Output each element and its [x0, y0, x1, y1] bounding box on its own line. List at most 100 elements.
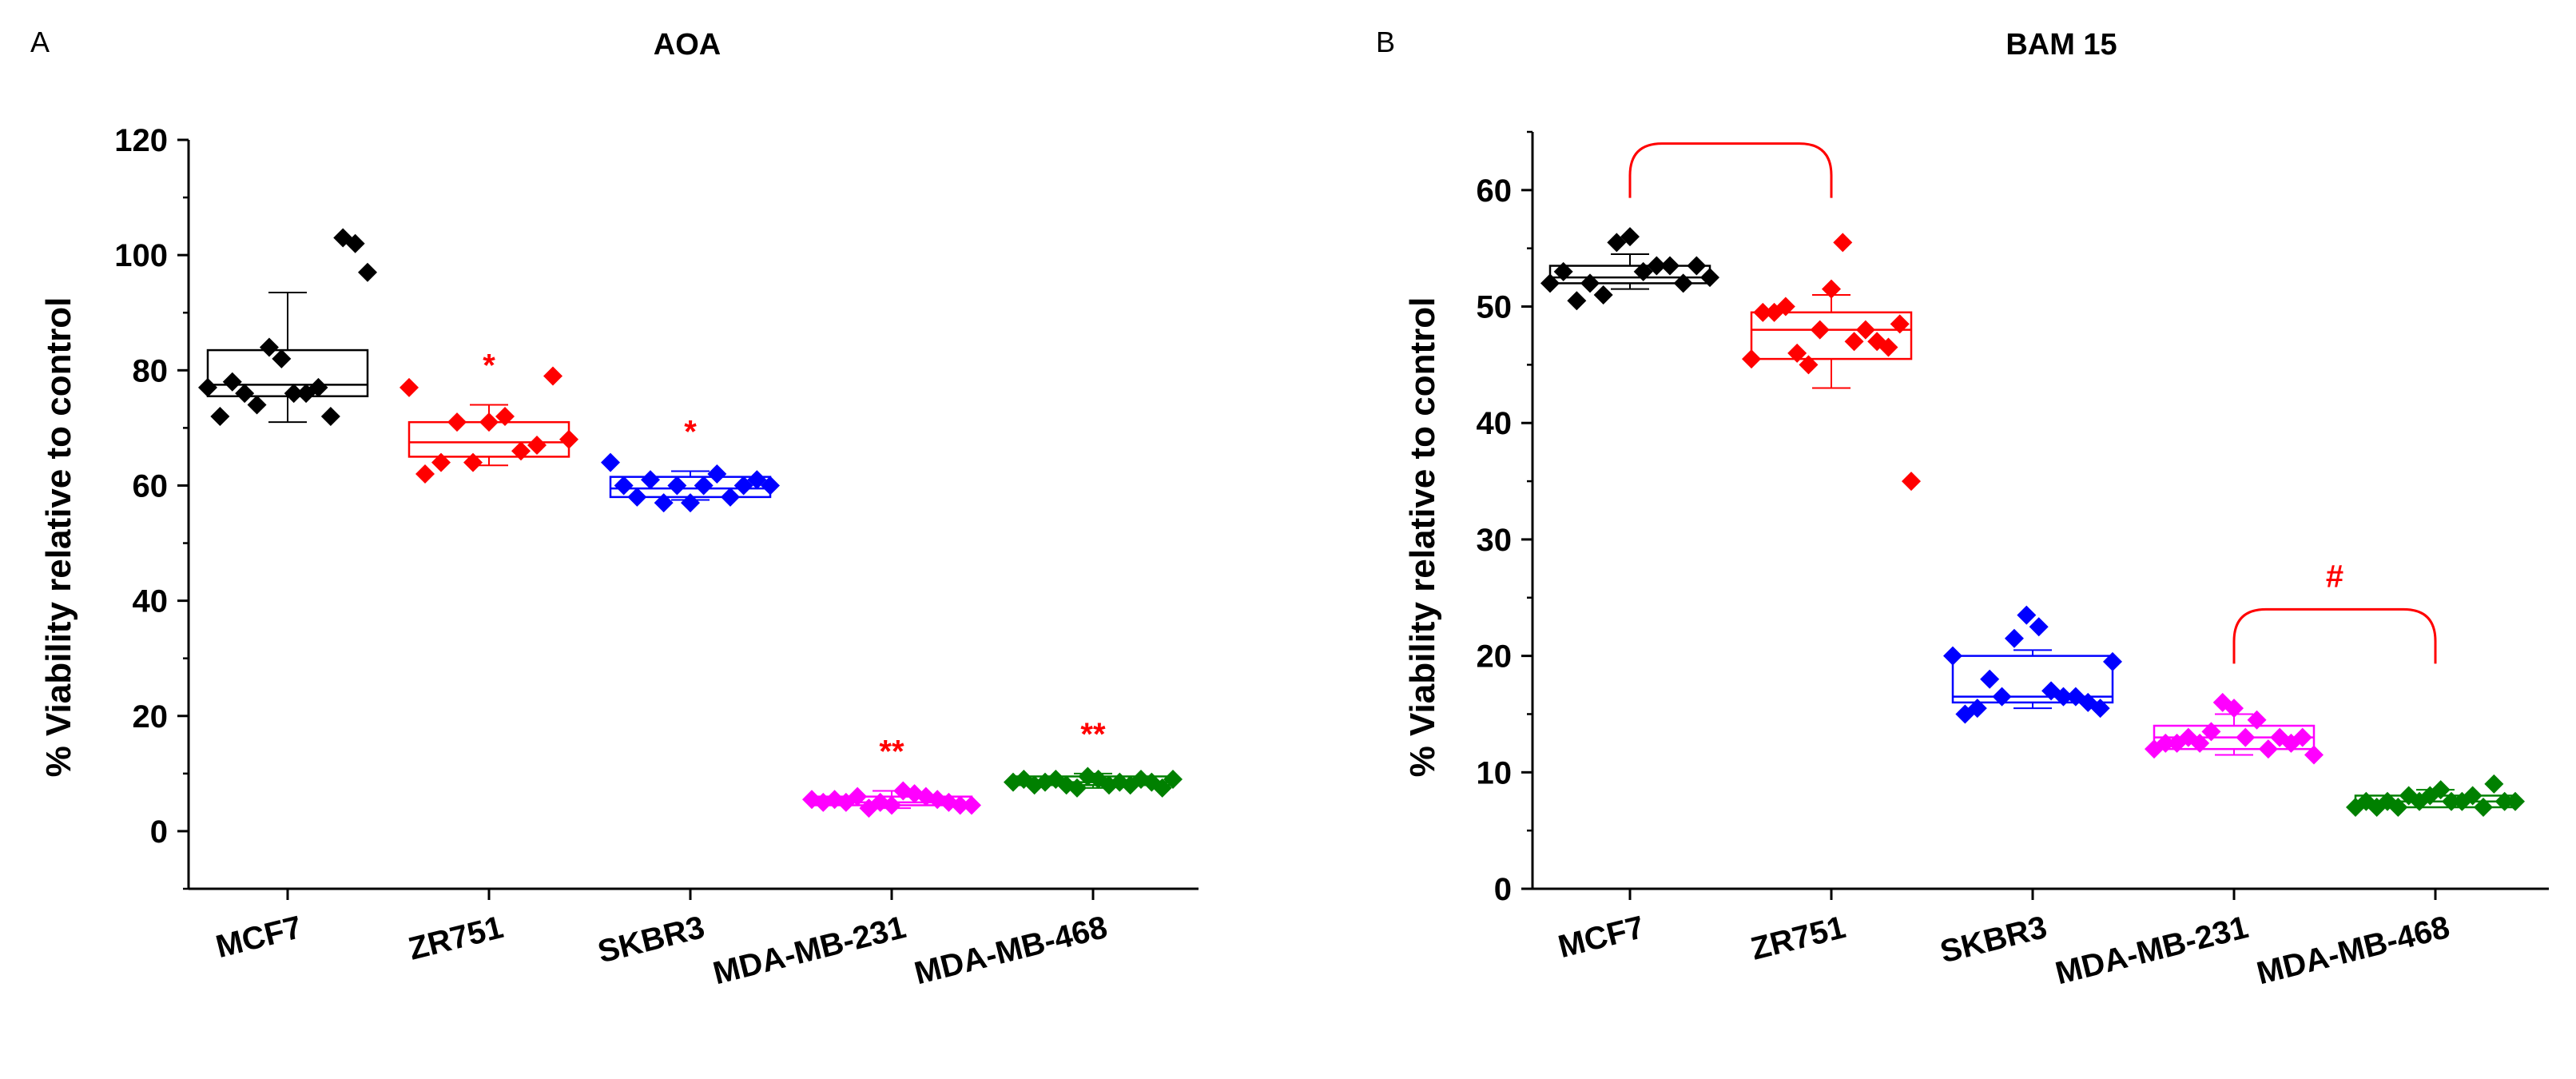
data-point-a — [495, 406, 515, 426]
data-point-b — [2156, 733, 2176, 753]
data-point-a — [667, 476, 687, 496]
data-point-b — [1787, 343, 1807, 363]
data-point-a — [320, 406, 340, 426]
data-point-a — [707, 464, 727, 484]
data-point-b — [2224, 699, 2244, 719]
data-point-a — [222, 372, 242, 392]
data-point-b — [2236, 727, 2256, 747]
data-point-b — [1992, 687, 2012, 707]
data-point-a — [1067, 778, 1087, 798]
data-point-b — [1844, 332, 1864, 352]
data-point-b — [1980, 669, 2000, 689]
box-b — [1750, 311, 1913, 360]
data-point-a — [601, 452, 620, 472]
data-point-a — [447, 412, 467, 432]
data-point-b — [2090, 699, 2110, 719]
data-point-b — [1553, 261, 1573, 281]
data-point-a — [694, 476, 714, 496]
data-point-b — [1687, 256, 1707, 276]
y-tick-label-a: 20 — [133, 699, 169, 735]
y-axis-label-a: % Viability relative to control — [39, 297, 78, 778]
data-point-a — [272, 348, 292, 368]
data-point-b — [1700, 268, 1719, 288]
data-point-a — [614, 476, 634, 496]
significance-mark-a: * — [684, 414, 697, 449]
data-point-b — [2304, 745, 2324, 765]
y-tick-label-b: 50 — [1477, 290, 1513, 325]
significance-bracket-b — [2232, 607, 2437, 664]
data-point-a — [235, 384, 255, 404]
data-point-b — [2506, 791, 2525, 811]
data-point-a — [1163, 770, 1183, 790]
data-point-b — [1580, 273, 1600, 293]
significance-mark-a: * — [483, 348, 495, 384]
data-point-a — [345, 233, 365, 253]
y-tick-label-a: 120 — [114, 123, 168, 158]
y-tick-label-a: 100 — [114, 238, 168, 273]
data-point-b — [1660, 256, 1680, 276]
data-point-a — [721, 487, 740, 507]
data-point-b — [1890, 314, 1910, 334]
data-point-b — [1822, 279, 1841, 299]
y-tick-label-a: 0 — [150, 814, 168, 850]
data-point-b — [1742, 349, 1761, 369]
data-point-a — [527, 436, 547, 456]
data-point-b — [1620, 227, 1640, 247]
y-tick-label-b: 30 — [1477, 523, 1513, 558]
data-point-b — [1833, 233, 1853, 253]
data-point-a — [848, 786, 868, 806]
data-point-a — [210, 406, 230, 426]
data-point-b — [2029, 617, 2049, 637]
data-point-a — [681, 493, 700, 513]
chart-title-b: BAM 15 — [2006, 28, 2117, 62]
data-point-b — [2004, 628, 2024, 648]
data-point-b — [1540, 273, 1560, 293]
y-tick-label-b: 10 — [1477, 755, 1513, 790]
data-point-b — [1673, 273, 1693, 293]
significance-mark-a: ** — [1080, 717, 1106, 752]
data-point-b — [1855, 320, 1875, 340]
box-b — [1951, 655, 2114, 704]
data-point-b — [1775, 297, 1795, 317]
data-point-b — [2017, 605, 2037, 625]
data-point-a — [198, 377, 217, 397]
data-point-a — [358, 262, 377, 282]
panel-label-b: B — [1376, 26, 1395, 58]
data-point-b — [2103, 651, 2122, 671]
y-tick-label-b: 60 — [1477, 173, 1513, 209]
data-point-a — [463, 452, 483, 472]
data-point-b — [2495, 791, 2514, 811]
data-point-b — [2292, 727, 2312, 747]
chart-title-a: AOA — [654, 28, 721, 62]
panel-label-a: A — [30, 26, 50, 58]
data-point-b — [1943, 646, 1962, 666]
data-point-b — [2463, 786, 2483, 806]
data-point-b — [1967, 699, 1987, 719]
data-point-a — [247, 395, 267, 415]
data-point-a — [479, 412, 499, 432]
data-point-a — [259, 337, 279, 357]
data-point-b — [2258, 739, 2278, 759]
data-point-a — [431, 452, 451, 472]
y-tick-label-a: 60 — [133, 468, 169, 504]
data-point-b — [2247, 710, 2267, 730]
data-point-b — [2474, 798, 2493, 818]
data-point-b — [2201, 722, 2221, 742]
data-point-a — [284, 384, 304, 404]
data-point-b — [2053, 687, 2073, 707]
data-point-a — [543, 366, 563, 386]
data-point-b — [1647, 256, 1667, 276]
bracket-label-b: # — [2326, 559, 2343, 594]
y-axis-label-b: % Viability relative to control — [1403, 297, 1442, 778]
data-point-a — [627, 487, 647, 507]
data-point-a — [950, 795, 970, 815]
y-tick-label-b: 0 — [1494, 872, 1512, 907]
data-point-b — [2442, 791, 2461, 811]
data-point-b — [2484, 774, 2504, 794]
data-point-b — [1810, 320, 1830, 340]
data-point-b — [1902, 472, 1921, 492]
y-tick-label-b: 40 — [1477, 406, 1513, 441]
data-point-b — [2190, 733, 2210, 753]
data-point-a — [761, 476, 780, 496]
